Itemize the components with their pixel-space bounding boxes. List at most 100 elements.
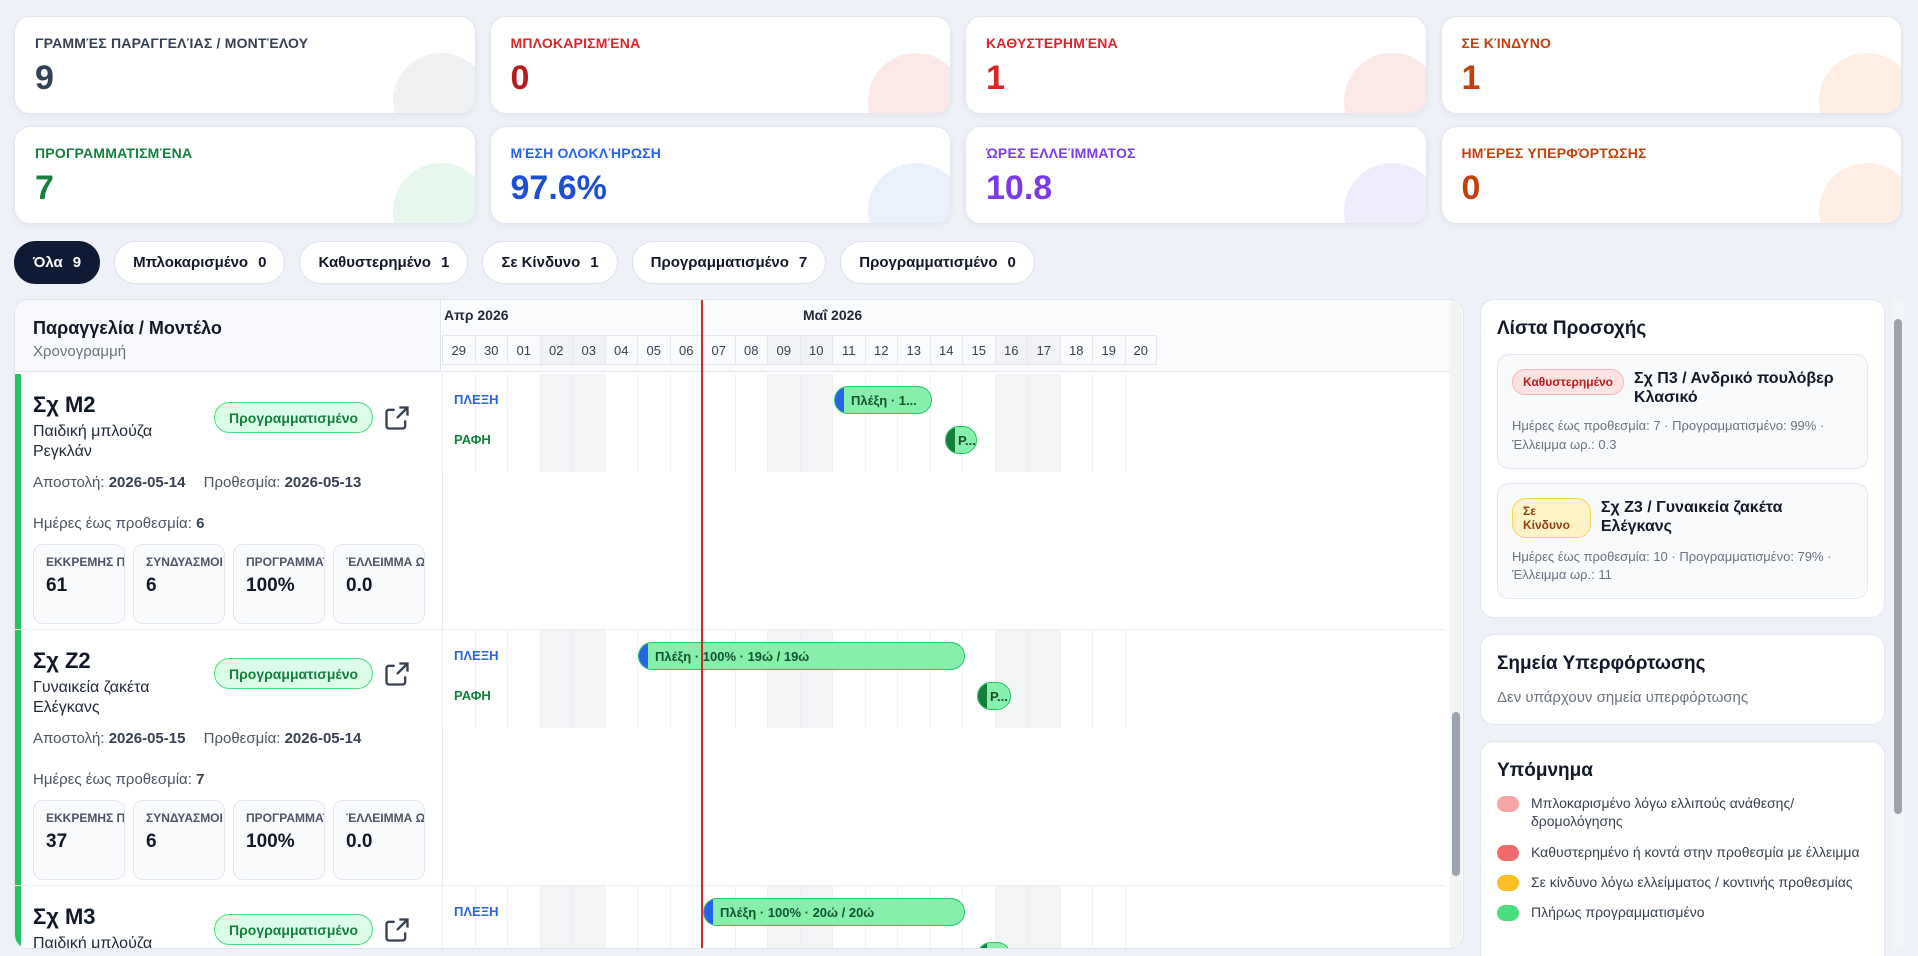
day-cell: 11 <box>832 335 865 365</box>
day-column <box>702 374 735 472</box>
deadline-label: Προθεσμία: <box>203 474 281 491</box>
timeline-lanes: ΠΛΕΞΗ Πλέξη · 100% · 20ώ / 20ώ <box>442 886 1462 948</box>
watchlist-item[interactable]: Σε Κίνδυνο Σχ Ζ3 / Γυναικεία ζακέτα Ελέγ… <box>1497 482 1868 600</box>
day-column <box>637 630 670 728</box>
kpi-at-risk: ΣΕ ΚΊΝΔΥΝΟ 1 <box>1440 16 1902 114</box>
day-column <box>572 886 605 948</box>
filter-scheduled-2[interactable]: Προγραμματισμένο 0 <box>840 241 1035 284</box>
legend-item-blocked: Μπλοκαρισμένο λόγω ελλιπούς ανάθεσης/δρο… <box>1497 794 1868 830</box>
kpi-value: 7 <box>35 169 54 207</box>
kpi-grid: ΓΡΑΜΜΈΣ ΠΑΡΑΓΓΕΛΊΑΣ / ΜΟΝΤΈΛΟΥ 9 ΜΠΛΟΚΑΡ… <box>14 16 1902 224</box>
day-column <box>539 630 572 728</box>
day-column <box>507 374 540 472</box>
stat-value: 100% <box>246 831 295 853</box>
watchlist-item[interactable]: Καθυστερημένο Σχ Π3 / Ανδρικό πουλόβερ Κ… <box>1497 354 1868 469</box>
status-badge: Προγραμματισμένο <box>214 402 374 433</box>
watchlist-card: Λίστα Προσοχής Καθυστερημένο Σχ Π3 / Ανδ… <box>1480 299 1885 619</box>
legend-card: Υπόμνημα Μπλοκαρισμένο λόγω ελλιπούς ανά… <box>1480 741 1885 956</box>
day-column <box>1027 630 1060 728</box>
stat-scheduled: ΠΡΟΓΡΑΜΜΑΤ 100% <box>233 800 325 880</box>
day-column <box>832 630 865 728</box>
day-cell: 18 <box>1059 335 1092 365</box>
day-column <box>604 886 638 948</box>
gantt-left-subtitle: Χρονογραμμή <box>33 343 127 360</box>
day-column <box>1092 630 1125 728</box>
legend-item-at-risk: Σε κίνδυνο λόγω ελλείμματος / κοντινής π… <box>1497 873 1868 891</box>
open-external-icon[interactable] <box>383 404 411 432</box>
day-column <box>572 630 605 728</box>
sidebar-scrollbar[interactable] <box>1892 299 1904 949</box>
open-external-icon[interactable] <box>383 916 411 944</box>
knitting-bar[interactable]: Πλέξη · 100% · 19ώ / 19ώ <box>638 642 965 670</box>
filter-label: Προγραμματισμένο <box>859 254 998 271</box>
day-column <box>507 630 540 728</box>
day-column <box>994 630 1027 728</box>
filter-at-risk[interactable]: Σε Κίνδυνο 1 <box>482 241 618 284</box>
day-cell: 17 <box>1027 335 1060 365</box>
day-column <box>1092 374 1125 472</box>
timeline-header: Απρ 2026 Μαΐ 2026 29 30 01 02 03 04 05 06 07 08 09… <box>442 300 1462 372</box>
day-column <box>897 630 930 728</box>
filter-all[interactable]: Όλα 9 <box>14 241 101 284</box>
kpi-label: ΏΡΕΣ ΕΛΛΕΊΜΜΑΤΟΣ <box>986 145 1136 161</box>
order-model: Γυναικεία ζακέτα Ελέγκανς <box>33 679 150 716</box>
day-cell: 07 <box>702 335 735 365</box>
kpi-scheduled: ΠΡΟΓΡΑΜΜΑΤΙΣΜΈΝΑ 7 <box>14 126 476 224</box>
deadline-label: Προθεσμία: <box>203 730 281 747</box>
stat-label: ΈΛΛΕΙΜΜΑ ΩΡ. <box>346 555 425 569</box>
knitting-bar[interactable]: Πλέξη · 100% · 20ώ / 20ώ <box>703 898 965 926</box>
day-column <box>994 374 1027 472</box>
filter-delayed[interactable]: Καθυστερημένο 1 <box>299 241 469 284</box>
day-cell: 12 <box>864 335 897 365</box>
scrollbar-thumb[interactable] <box>1894 319 1902 814</box>
stat-value: 0.0 <box>346 831 373 853</box>
day-column <box>572 374 605 472</box>
stat-deficit: ΈΛΛΕΙΜΜΑ ΩΡ. 0.0 <box>333 544 425 624</box>
sewing-bar[interactable]: Ρ... <box>945 426 977 454</box>
scrollbar-thumb[interactable] <box>1452 712 1460 876</box>
day-cell: 01 <box>507 335 540 365</box>
kpi-order-lines: ΓΡΑΜΜΈΣ ΠΑΡΑΓΓΕΛΊΑΣ / ΜΟΝΤΈΛΟΥ 9 <box>14 16 476 114</box>
legend-title: Υπόμνημα <box>1497 760 1593 782</box>
overload-card: Σημεία Υπερφόρτωσης Δεν υπάρχουν σημεία … <box>1480 634 1885 726</box>
stat-combos: ΣΥΝΔΥΑΣΜΟΙ 6 <box>133 544 225 624</box>
day-column <box>1124 886 1158 948</box>
day-column <box>962 630 995 728</box>
order-model: Παιδική μπλούζα Ρεγκλάν <box>33 423 153 460</box>
watch-meta: Ημέρες έως προθεσμία: 10 · Προγραμματισμ… <box>1512 548 1832 582</box>
gantt-scrollbar[interactable] <box>1450 300 1462 948</box>
bar-label: Πλέξη · 1... <box>851 392 917 408</box>
watch-title: Σχ Π3 / Ανδρικό πουλόβερ Κλασικό <box>1634 370 1834 407</box>
filter-count: 0 <box>1007 254 1016 271</box>
knitting-bar[interactable]: Πλέξη · 1... <box>834 386 932 414</box>
filter-scheduled[interactable]: Προγραμματισμένο 7 <box>631 241 827 284</box>
order-code: Σχ Ζ2 <box>33 648 91 673</box>
day-cell: 30 <box>474 335 507 365</box>
day-column <box>474 374 508 472</box>
day-column <box>1059 630 1093 728</box>
day-cell: 02 <box>539 335 572 365</box>
overload-title: Σημεία Υπερφόρτωσης <box>1497 653 1706 675</box>
legend-swatch <box>1497 844 1519 861</box>
day-column <box>1027 886 1060 948</box>
day-cell: 06 <box>669 335 702 365</box>
filter-count: 7 <box>798 254 808 271</box>
watch-title: Σχ Ζ3 / Γυναικεία ζακέτα Ελέγκανς <box>1600 498 1783 535</box>
day-cell: 09 <box>767 335 800 365</box>
days-to-deadline: Ημέρες έως προθεσμία: 6 <box>33 515 433 532</box>
day-column <box>767 374 800 472</box>
open-external-icon[interactable] <box>383 660 411 688</box>
day-column <box>604 630 638 728</box>
day-cell: 15 <box>962 335 995 365</box>
order-info: Σχ Ζ2 Γυναικεία ζακέτα Ελέγκανς Αποστολή… <box>33 648 433 880</box>
filter-blocked[interactable]: Μπλοκαρισμένο 0 <box>114 241 286 284</box>
kpi-value: 10.8 <box>986 169 1053 207</box>
day-column <box>442 374 475 472</box>
sewing-bar[interactable]: Ρ... <box>977 682 1011 710</box>
month-label: Απρ 2026 <box>444 307 509 323</box>
right-sidebar: Λίστα Προσοχής Καθυστερημένο Σχ Π3 / Ανδ… <box>1480 299 1885 956</box>
filter-label: Προγραμματισμένο <box>650 254 789 271</box>
deadline-date: 2026-05-14 <box>284 730 362 747</box>
kpi-label: ΜΈΣΗ ΟΛΟΚΛΉΡΩΣΗ <box>510 145 662 161</box>
stat-scheduled: ΠΡΟΓΡΑΜΜΑΤ 100% <box>233 544 325 624</box>
